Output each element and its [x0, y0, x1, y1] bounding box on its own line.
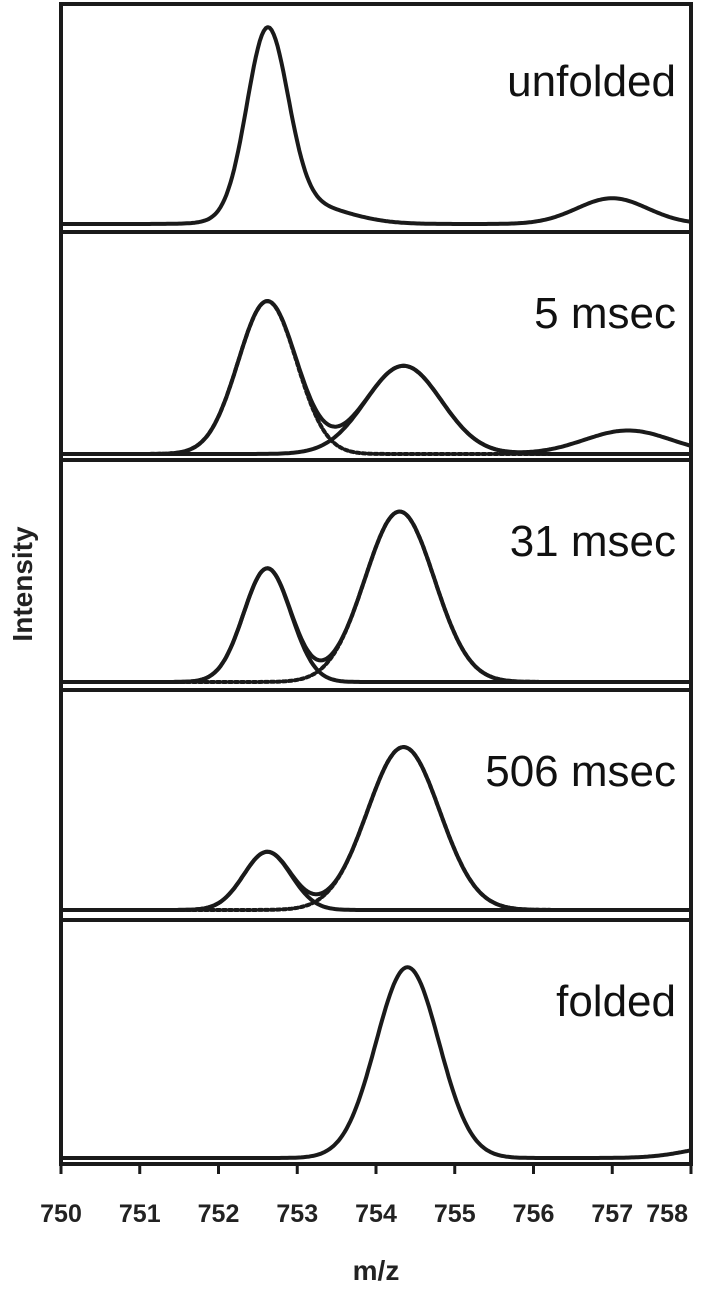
panel-0: unfolded: [59, 25, 693, 226]
x-tick-label: 750: [40, 1200, 82, 1228]
series-curve-fit-folded: [59, 363, 693, 456]
panel-4: folded: [59, 918, 693, 1160]
x-tick-label: 757: [591, 1200, 633, 1228]
x-tick-label: 756: [513, 1200, 555, 1228]
y-axis-title: Intensity: [7, 526, 38, 642]
series-curve-fit-unfolded: [59, 849, 693, 912]
panel-label: 31 msec: [510, 517, 676, 566]
series-curve-fit-folded: [59, 509, 693, 684]
panels-layer: unfolded 5 msec 31 msec 506 msec folded: [59, 25, 693, 1160]
series-curve-spectrum: [59, 25, 693, 226]
x-tick-label: 751: [119, 1200, 161, 1228]
panel-label: 506 msec: [485, 747, 676, 796]
series-curve-fit-unfolded: [59, 566, 693, 684]
x-tick-label: 758: [646, 1200, 688, 1228]
x-axis: 750 751 752 753 754 755 756 757 758: [40, 1164, 693, 1228]
series-curve-fit-folded: [59, 745, 693, 912]
x-tick-label: 755: [434, 1200, 476, 1228]
x-tick-label: 754: [355, 1200, 397, 1228]
x-axis-title: m/z: [353, 1255, 400, 1286]
panel-label: folded: [556, 977, 676, 1026]
panel-1: 5 msec: [59, 230, 693, 456]
panel-label: unfolded: [507, 57, 676, 106]
panel-2: 31 msec: [59, 458, 693, 684]
panel-3: 506 msec: [59, 688, 693, 912]
x-tick-label: 753: [276, 1200, 318, 1228]
series-curve-spectrum: [59, 965, 693, 1160]
panel-label: 5 msec: [534, 289, 676, 338]
x-tick-label: 752: [198, 1200, 240, 1228]
